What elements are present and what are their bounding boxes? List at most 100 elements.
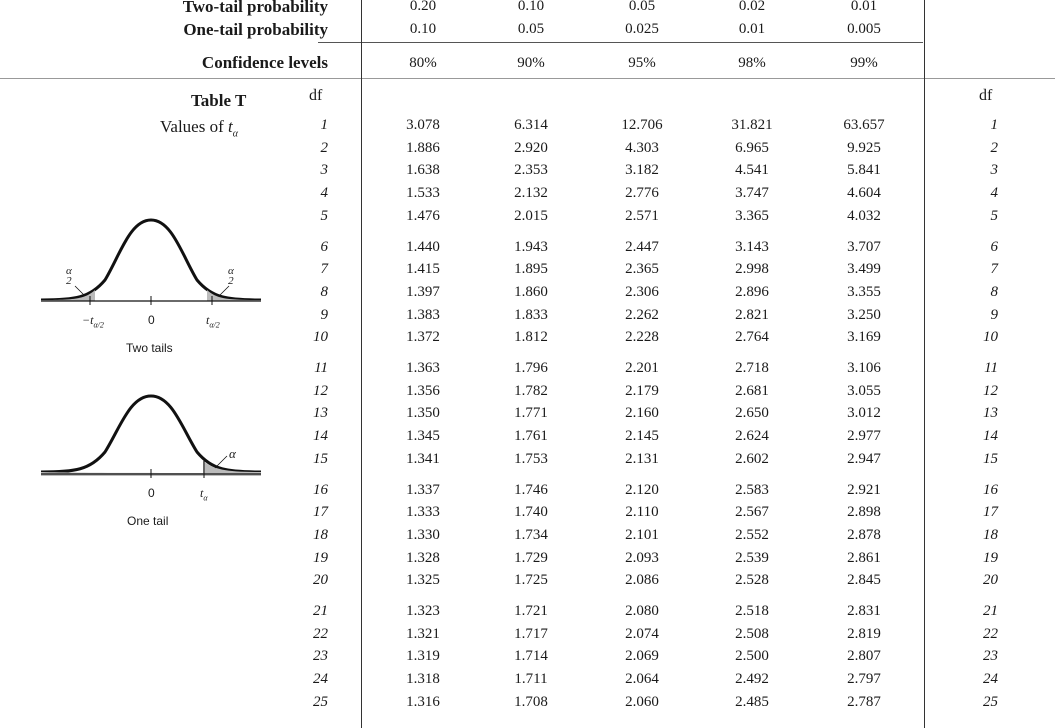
one-tail-curve-figure [40, 394, 262, 478]
t-critical-value: 4.303 [625, 139, 659, 156]
t-critical-value: 1.746 [514, 481, 548, 498]
df-value-right: 3 [990, 162, 999, 179]
alpha-half-left-num: α [66, 265, 72, 277]
subtitle-variable: t [227, 117, 233, 136]
t-critical-value: 6.965 [735, 139, 769, 156]
t-critical-value: 1.708 [514, 693, 548, 710]
t-critical-value: 3.055 [847, 382, 881, 399]
t-critical-value: 1.397 [406, 283, 440, 300]
alpha-half-right-den: 2 [228, 275, 234, 287]
t-critical-value: 1.729 [514, 549, 548, 566]
df-value-left: 19 [313, 549, 328, 566]
df-value-right: 7 [990, 261, 999, 278]
df-value-right: 24 [983, 671, 998, 688]
t-critical-value: 2.764 [735, 329, 769, 346]
t-critical-value: 1.323 [406, 603, 440, 619]
two-tail-probability-label: Two-tail probability [182, 0, 328, 16]
one-tail-value: 0.025 [625, 21, 659, 37]
t-critical-value: 2.650 [735, 405, 769, 422]
df-value-left: 9 [320, 306, 329, 323]
df-value-left: 22 [313, 625, 328, 642]
t-critical-value: 1.328 [406, 549, 440, 566]
df-value-right: 14 [983, 428, 998, 445]
df-value-left: 25 [313, 693, 328, 710]
df-value-right: 17 [983, 504, 998, 521]
t-critical-value: 2.365 [625, 261, 659, 278]
t-critical-value: 2.947 [847, 450, 881, 467]
t-critical-value: 1.325 [406, 572, 440, 589]
t-critical-value: 2.015 [514, 207, 548, 224]
t-critical-value: 1.734 [514, 526, 548, 543]
df-value-right: 19 [983, 549, 998, 566]
header-bottom-rule [0, 78, 1055, 79]
df-value-right: 10 [983, 329, 998, 346]
t-critical-value: 1.533 [406, 185, 440, 202]
t-alpha-symbol: t [200, 486, 204, 500]
df-value-right: 12 [983, 382, 998, 399]
t-critical-value: 2.228 [625, 329, 659, 346]
t-critical-value: 1.319 [406, 648, 440, 665]
t-critical-value: 1.363 [406, 360, 440, 376]
left-column-rule [361, 0, 362, 728]
t-critical-value: 2.878 [847, 526, 881, 543]
df-value-left: 17 [313, 504, 328, 521]
t-critical-value: 3.747 [735, 185, 769, 202]
t-critical-value: 1.345 [406, 428, 440, 445]
t-critical-value: 1.440 [406, 238, 440, 255]
t-critical-value: 2.896 [735, 283, 769, 300]
one-tail-probability-label: One-tail probability [183, 20, 328, 39]
t-critical-value: 1.711 [514, 671, 548, 688]
df-value-left: 15 [313, 450, 328, 467]
t-critical-value: 2.353 [514, 162, 548, 179]
df-value-left: 14 [313, 428, 328, 445]
t-critical-value: 2.447 [625, 238, 659, 255]
two-tail-value: 0.10 [517, 0, 545, 14]
t-critical-value: 3.012 [847, 405, 881, 422]
t-critical-value: 2.132 [514, 185, 548, 202]
t-critical-value: 4.032 [847, 207, 881, 224]
t-critical-value: 1.782 [514, 382, 548, 399]
t-critical-value: 2.787 [847, 693, 881, 710]
confidence-levels-label: Confidence levels [201, 53, 328, 72]
t-critical-value: 2.060 [625, 693, 659, 710]
df-value-right: 4 [990, 185, 999, 202]
right-column-rule [924, 0, 925, 728]
t-critical-value: 2.131 [625, 450, 659, 467]
t-critical-value: 2.831 [847, 603, 881, 619]
t-critical-value: 1.725 [514, 572, 548, 589]
table-subtitle: Values of tα [160, 117, 238, 139]
t-critical-value: 2.807 [847, 648, 881, 665]
t-critical-value: 2.492 [735, 671, 769, 688]
df-value-right: 23 [983, 648, 998, 665]
t-critical-value: 1.860 [514, 283, 548, 300]
t-critical-value: 1.330 [406, 526, 440, 543]
t-critical-value: 2.160 [625, 405, 659, 422]
t-critical-value: 3.078 [406, 117, 440, 133]
df-value-left: 24 [313, 671, 328, 688]
t-critical-value: 1.318 [406, 671, 440, 688]
t-critical-value: 2.064 [625, 671, 659, 688]
t-critical-value: 2.998 [735, 261, 769, 278]
df-value-right: 22 [983, 625, 998, 642]
t-critical-value: 2.552 [735, 526, 769, 543]
t-critical-value: 6.314 [514, 117, 548, 133]
confidence-value: 90% [517, 55, 545, 71]
t-critical-value: 2.145 [625, 428, 659, 445]
t-critical-value: 3.365 [735, 207, 769, 224]
t-critical-value: 2.069 [625, 648, 659, 665]
alpha-half-left-den: 2 [66, 275, 72, 287]
two-tail-value: 0.01 [850, 0, 878, 14]
t-critical-value: 1.476 [406, 207, 440, 224]
t-critical-value: 1.714 [514, 648, 548, 665]
alpha-label-one-tail: α [229, 446, 236, 461]
t-critical-value: 2.797 [847, 671, 881, 688]
t-alpha-sub: α [203, 493, 208, 503]
pos-t-half-sub: α/2 [209, 320, 220, 330]
df-value-right: 13 [983, 405, 998, 422]
t-critical-value: 2.500 [735, 648, 769, 665]
df-value-right: 21 [983, 603, 998, 619]
df-value-right: 18 [983, 526, 998, 543]
df-value-right: 9 [990, 306, 999, 323]
df-value-right: 25 [983, 693, 998, 710]
